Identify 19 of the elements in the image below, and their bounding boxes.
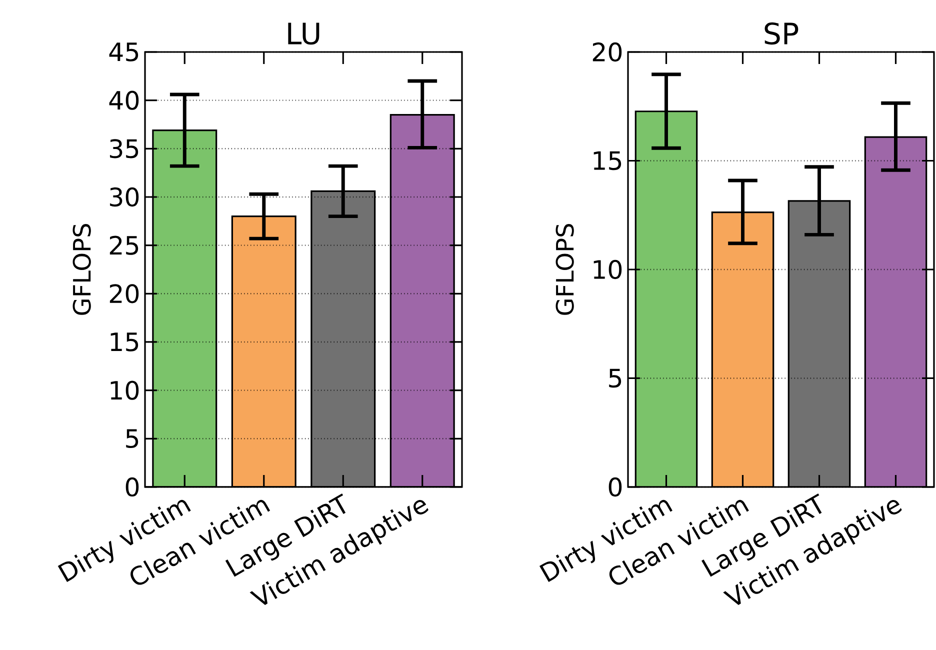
y-tick-label: 5 bbox=[609, 368, 622, 388]
y-tick-label: 5 bbox=[126, 429, 138, 448]
chart-title: SP bbox=[764, 22, 798, 45]
y-tick-label: 0 bbox=[126, 477, 139, 497]
chart-title: LU bbox=[288, 22, 320, 45]
y-tick-label: 30 bbox=[110, 187, 139, 207]
y-tick-label: 15 bbox=[594, 151, 622, 170]
y-tick-label: 35 bbox=[110, 139, 138, 158]
y-tick-label: 20 bbox=[110, 284, 139, 304]
y-tick-label: 45 bbox=[109, 42, 138, 62]
y-tick-label: 20 bbox=[592, 42, 622, 62]
y-tick-label: 0 bbox=[608, 477, 622, 497]
y-tick-label: 25 bbox=[110, 236, 138, 255]
y-axis-title: GFLOPS bbox=[72, 224, 91, 315]
y-axis-title: GFLOPS bbox=[556, 224, 574, 315]
y-tick-label: 10 bbox=[110, 380, 139, 400]
y-tick-label: 10 bbox=[594, 260, 622, 280]
y-tick-label: 40 bbox=[109, 90, 139, 110]
y-tick-label: 15 bbox=[110, 332, 138, 352]
